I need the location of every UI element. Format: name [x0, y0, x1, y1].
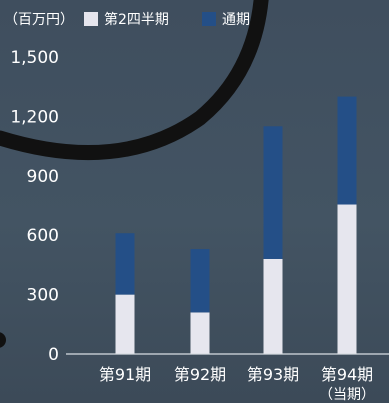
legend-item-q2: 第2四半期 — [84, 9, 169, 29]
bar-group — [115, 96, 357, 354]
decorative-brush-stroke — [0, 0, 269, 161]
bar-segment-q2 — [115, 294, 135, 354]
y-tick-label: 1,500 — [10, 48, 59, 68]
y-tick-label: 300 — [27, 286, 59, 306]
x-tick-sublabel: （当期） — [319, 387, 375, 403]
bar-segment-annual — [337, 96, 357, 205]
y-tick-label: 900 — [27, 167, 59, 187]
x-tick-label: 第94期 — [321, 365, 373, 384]
decorative-brush-dot — [0, 332, 6, 348]
x-tick-label: 第91期 — [99, 365, 151, 384]
y-tick-label: 1,200 — [10, 107, 59, 127]
legend-label-annual: 通期 — [222, 12, 250, 28]
legend-item-annual: 通期 — [202, 9, 250, 29]
legend-swatch-q2 — [84, 12, 98, 26]
bar-segment-q2 — [337, 204, 357, 354]
x-tick-label: 第92期 — [174, 365, 226, 384]
unit-label: （百万円） — [4, 12, 74, 28]
bar-segment-annual — [115, 233, 135, 295]
bar-segment-annual — [190, 249, 210, 313]
bar-segment-q2 — [263, 258, 283, 354]
y-tick-label: 0 — [48, 345, 59, 365]
legend-swatch-annual — [202, 12, 216, 26]
y-axis-tick-labels: 0 300 600 900 1,200 1,500 — [10, 48, 59, 365]
bar-segment-q2 — [190, 312, 210, 354]
bar-segment-annual — [263, 126, 283, 259]
x-tick-label: 第93期 — [247, 365, 299, 384]
legend-label-q2: 第2四半期 — [104, 12, 169, 28]
x-axis-tick-labels: 第91期 第92期 第93期 第94期 （当期） — [99, 365, 375, 403]
y-tick-label: 600 — [27, 226, 59, 246]
